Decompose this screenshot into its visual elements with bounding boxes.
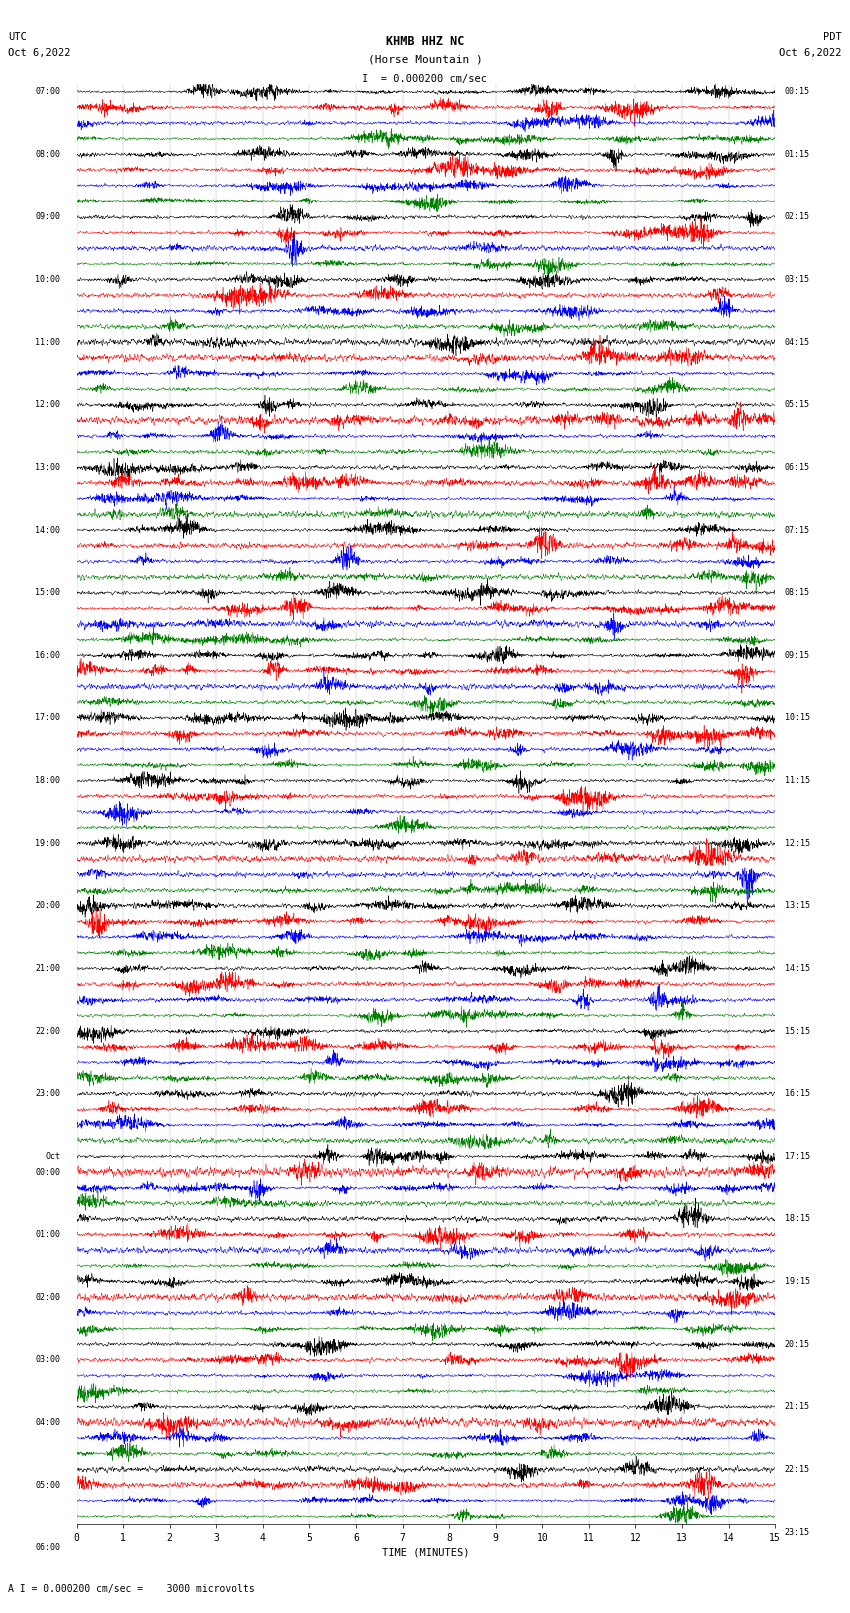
Text: I  = 0.000200 cm/sec: I = 0.000200 cm/sec (362, 74, 488, 84)
Text: 07:15: 07:15 (785, 526, 809, 534)
Text: 00:15: 00:15 (785, 87, 809, 97)
Text: 16:00: 16:00 (35, 650, 60, 660)
Text: Oct 6,2022: Oct 6,2022 (8, 48, 71, 58)
Text: 23:15: 23:15 (785, 1528, 809, 1537)
Text: 03:00: 03:00 (35, 1355, 60, 1365)
Text: 01:00: 01:00 (35, 1231, 60, 1239)
Text: 04:15: 04:15 (785, 337, 809, 347)
Text: 07:00: 07:00 (35, 87, 60, 97)
Text: 02:00: 02:00 (35, 1292, 60, 1302)
X-axis label: TIME (MINUTES): TIME (MINUTES) (382, 1547, 469, 1558)
Text: 05:00: 05:00 (35, 1481, 60, 1490)
Text: (Horse Mountain ): (Horse Mountain ) (367, 55, 483, 65)
Text: 10:15: 10:15 (785, 713, 809, 723)
Text: 09:00: 09:00 (35, 213, 60, 221)
Text: 02:15: 02:15 (785, 213, 809, 221)
Text: 01:15: 01:15 (785, 150, 809, 158)
Text: 13:00: 13:00 (35, 463, 60, 473)
Text: 12:15: 12:15 (785, 839, 809, 848)
Text: 13:15: 13:15 (785, 902, 809, 910)
Text: 16:15: 16:15 (785, 1089, 809, 1098)
Text: 20:00: 20:00 (35, 902, 60, 910)
Text: 18:15: 18:15 (785, 1215, 809, 1224)
Text: 22:15: 22:15 (785, 1465, 809, 1474)
Text: 21:15: 21:15 (785, 1402, 809, 1411)
Text: 11:15: 11:15 (785, 776, 809, 786)
Text: 20:15: 20:15 (785, 1340, 809, 1348)
Text: 23:00: 23:00 (35, 1089, 60, 1098)
Text: 09:15: 09:15 (785, 650, 809, 660)
Text: A I = 0.000200 cm/sec =    3000 microvolts: A I = 0.000200 cm/sec = 3000 microvolts (8, 1584, 255, 1594)
Text: 14:00: 14:00 (35, 526, 60, 534)
Text: 10:00: 10:00 (35, 276, 60, 284)
Text: 05:15: 05:15 (785, 400, 809, 410)
Text: 08:00: 08:00 (35, 150, 60, 158)
Text: 18:00: 18:00 (35, 776, 60, 786)
Text: UTC: UTC (8, 32, 27, 42)
Text: 06:00: 06:00 (35, 1544, 60, 1552)
Text: 15:00: 15:00 (35, 589, 60, 597)
Text: 17:15: 17:15 (785, 1152, 809, 1161)
Text: 03:15: 03:15 (785, 276, 809, 284)
Text: 22:00: 22:00 (35, 1026, 60, 1036)
Text: 08:15: 08:15 (785, 589, 809, 597)
Text: 17:00: 17:00 (35, 713, 60, 723)
Text: Oct 6,2022: Oct 6,2022 (779, 48, 842, 58)
Text: PDT: PDT (823, 32, 842, 42)
Text: 14:15: 14:15 (785, 965, 809, 973)
Text: 21:00: 21:00 (35, 965, 60, 973)
Text: 19:00: 19:00 (35, 839, 60, 848)
Text: 04:00: 04:00 (35, 1418, 60, 1428)
Text: 12:00: 12:00 (35, 400, 60, 410)
Text: Oct: Oct (45, 1152, 60, 1161)
Text: 11:00: 11:00 (35, 337, 60, 347)
Text: 19:15: 19:15 (785, 1277, 809, 1286)
Text: 15:15: 15:15 (785, 1026, 809, 1036)
Text: 06:15: 06:15 (785, 463, 809, 473)
Text: 00:00: 00:00 (35, 1168, 60, 1176)
Text: KHMB HHZ NC: KHMB HHZ NC (386, 35, 464, 48)
